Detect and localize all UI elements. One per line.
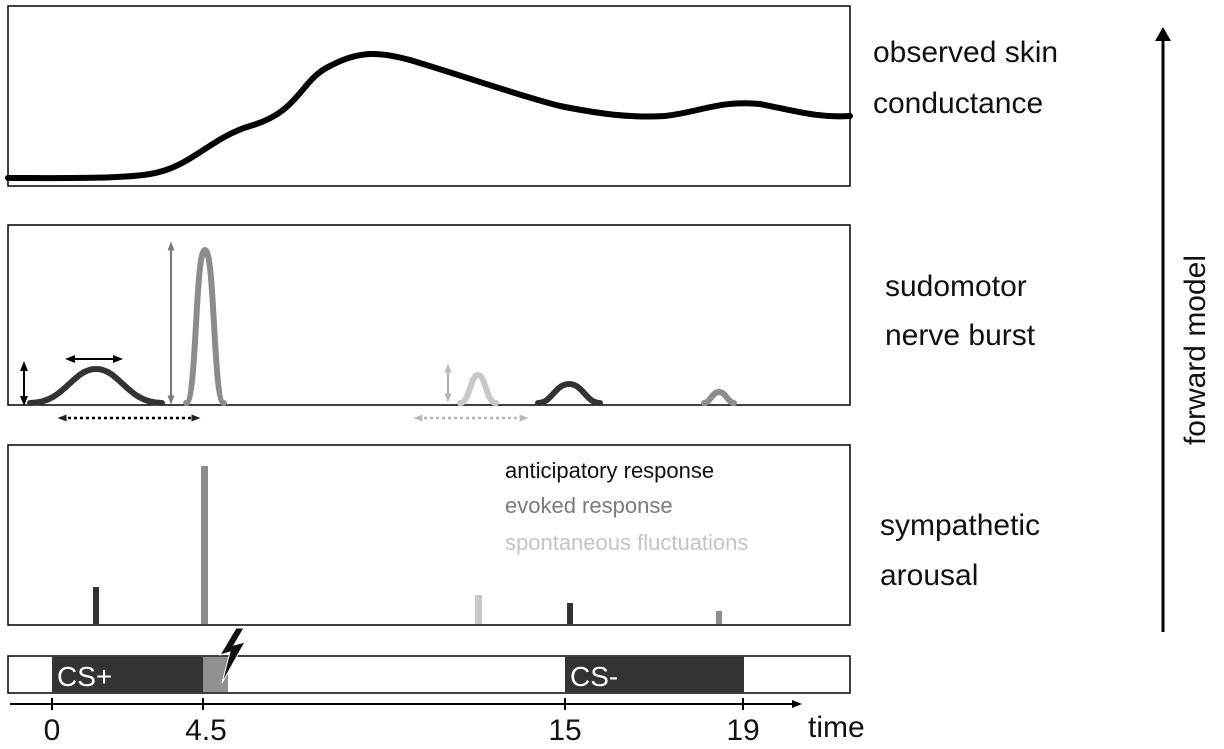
cs-plus-label: CS+ <box>57 661 112 692</box>
spontaneous-impulse <box>475 595 482 624</box>
anticipatory-impulse-cs-minus <box>567 603 573 624</box>
skin-panel-label: observed skin conductance <box>873 36 1066 120</box>
tick-label-15: 15 <box>548 714 581 747</box>
lightning-bolt-icon <box>218 627 247 684</box>
stimulus-timeline: CS+ CS- <box>7 627 851 694</box>
cs-minus-label: CS- <box>570 661 618 692</box>
sympathetic-panel: anticipatory response evoked response sp… <box>7 444 1048 626</box>
time-axis: 0 4.5 15 19 time <box>10 698 865 747</box>
forward-model-label: forward model <box>1179 255 1212 445</box>
anticipatory-impulse-cs-plus <box>93 587 99 624</box>
cs-plus-block <box>52 657 203 692</box>
tick-label-4-5: 4.5 <box>185 714 227 747</box>
evoked-burst-cs-minus <box>701 388 737 406</box>
evoked-impulse <box>201 466 208 624</box>
sudomotor-frame <box>7 224 851 406</box>
sympathetic-frame <box>7 444 851 626</box>
legend-anticipatory: anticipatory response <box>505 458 714 483</box>
sudomotor-panel-label: sudomotor nerve burst <box>885 270 1036 352</box>
cs-minus-block <box>565 657 744 692</box>
tick-label-19: 19 <box>726 714 759 747</box>
tick-label-0: 0 <box>44 714 61 747</box>
time-axis-label: time <box>808 711 865 744</box>
legend-spontaneous: spontaneous fluctuations <box>505 530 748 555</box>
skin-conductance-trace <box>5 51 853 182</box>
anticipatory-burst-cs-plus <box>27 365 165 406</box>
legend-evoked: evoked response <box>505 493 673 518</box>
sympathetic-panel-label: sympathetic arousal <box>880 509 1048 592</box>
skin-conductance-panel: observed skin conductance <box>5 5 1066 187</box>
evoked-impulse-cs-minus <box>716 611 722 624</box>
sudomotor-panel: sudomotor nerve burst <box>7 224 1036 422</box>
forward-model-indicator: forward model <box>1155 27 1212 632</box>
skin-conductance-frame <box>7 5 851 187</box>
evoked-burst <box>183 246 227 406</box>
spontaneous-burst <box>457 371 499 406</box>
anticipatory-burst-cs-minus <box>535 380 603 406</box>
